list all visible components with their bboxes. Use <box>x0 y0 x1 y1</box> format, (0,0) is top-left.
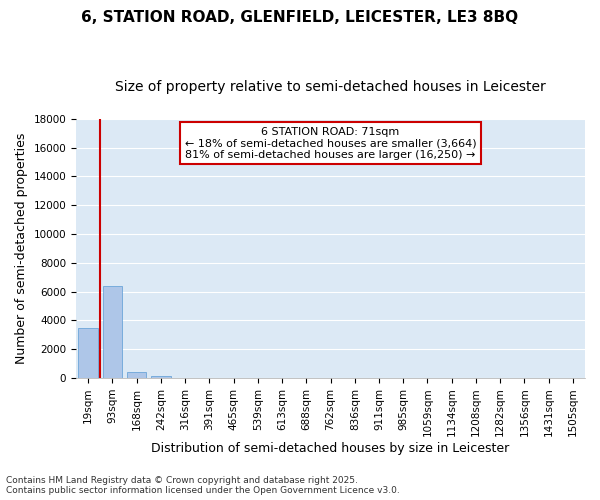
X-axis label: Distribution of semi-detached houses by size in Leicester: Distribution of semi-detached houses by … <box>151 442 509 455</box>
Y-axis label: Number of semi-detached properties: Number of semi-detached properties <box>15 132 28 364</box>
Text: 6 STATION ROAD: 71sqm
← 18% of semi-detached houses are smaller (3,664)
81% of s: 6 STATION ROAD: 71sqm ← 18% of semi-deta… <box>185 126 476 160</box>
Bar <box>151 376 170 378</box>
Text: 6, STATION ROAD, GLENFIELD, LEICESTER, LE3 8BQ: 6, STATION ROAD, GLENFIELD, LEICESTER, L… <box>82 10 518 25</box>
Text: Contains HM Land Registry data © Crown copyright and database right 2025.
Contai: Contains HM Land Registry data © Crown c… <box>6 476 400 495</box>
Bar <box>79 328 98 378</box>
Bar <box>103 286 122 378</box>
Title: Size of property relative to semi-detached houses in Leicester: Size of property relative to semi-detach… <box>115 80 546 94</box>
Bar <box>127 372 146 378</box>
